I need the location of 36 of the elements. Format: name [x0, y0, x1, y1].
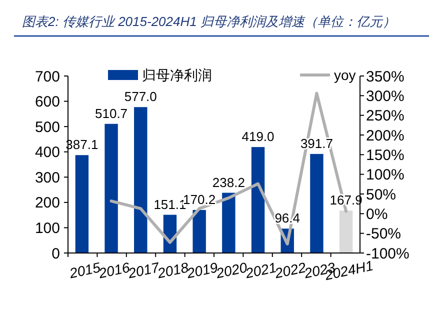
data-label: 238.2	[212, 174, 245, 190]
y-tick-label: 300	[34, 169, 60, 186]
legend-label: 归母净利润	[142, 66, 212, 83]
bar	[134, 107, 148, 253]
y-tick-label: 500	[34, 118, 60, 136]
chart-title: 图表2: 传媒行业 2015-2024H1 归母净利润及增速（单位：亿元）	[22, 14, 396, 29]
y2-tick-label: -50%	[366, 226, 402, 243]
y2-tick-label: 100%	[366, 166, 404, 184]
legend-label: yoy	[334, 66, 356, 83]
bar	[192, 210, 206, 253]
bar	[222, 192, 236, 253]
y2-tick-label: 50%	[366, 186, 396, 204]
data-label: 96.4	[274, 210, 300, 226]
data-label: 577.0	[124, 89, 157, 104]
y2-tick-label: 350%	[366, 68, 404, 86]
y-tick-label: 600	[34, 94, 60, 111]
y-tick-label: 700	[34, 68, 60, 86]
data-label: 419.0	[242, 129, 274, 144]
bar	[339, 210, 353, 253]
bar	[75, 155, 89, 253]
y2-tick-label: 0%	[366, 206, 388, 223]
y2-tick-label: -100%	[366, 245, 410, 262]
data-label: 170.2	[183, 192, 216, 207]
y2-tick-label: 200%	[366, 127, 404, 144]
y2-tick-label: 150%	[366, 146, 404, 164]
data-label: 391.7	[300, 136, 333, 151]
bar	[104, 124, 118, 253]
y-tick-label: 0	[52, 245, 60, 262]
y-tick-label: 100	[34, 220, 60, 237]
y-tick-label: 200	[34, 194, 60, 212]
y-tick-label: 400	[34, 144, 60, 162]
y2-tick-label: 250%	[366, 108, 404, 125]
bar	[251, 147, 265, 253]
bar	[310, 154, 324, 253]
data-label: 510.7	[95, 106, 128, 121]
y2-tick-label: 300%	[366, 88, 404, 105]
